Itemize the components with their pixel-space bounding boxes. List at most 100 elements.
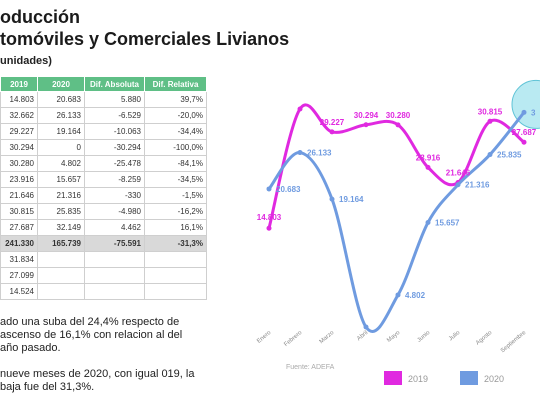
- table-cell: -31,3%: [144, 235, 207, 252]
- table-cell: -34,4%: [144, 123, 207, 140]
- table-cell: -330: [84, 187, 145, 204]
- data-label-2020: 20.683: [276, 185, 301, 194]
- series-line-2020: [267, 110, 526, 333]
- table-cell: 16,1%: [144, 219, 207, 236]
- table-cell: [84, 267, 145, 284]
- table-cell: -34,5%: [144, 171, 207, 188]
- data-label-2019: 30.815: [478, 107, 503, 116]
- table-cell: -100,0%: [144, 139, 207, 156]
- data-point-2020: [455, 182, 461, 188]
- data-label-2019: 14.803: [257, 213, 282, 222]
- data-label-2020: 21.316: [465, 181, 490, 190]
- data-point-2019: [521, 139, 527, 145]
- table-cell: 165.739: [37, 235, 85, 252]
- table-cell: [37, 251, 85, 268]
- table-row: 27.687 32.149 4.462 16,1%: [0, 219, 207, 236]
- data-label-2019: 30.280: [386, 111, 411, 120]
- table-cell: 21.646: [0, 187, 38, 204]
- table-row: 27.099: [0, 267, 207, 284]
- table-row: 14.803 20.683 5.880 39,7%: [0, 91, 207, 108]
- x-tick-label: Enero: [256, 330, 273, 345]
- data-point-2019: [297, 106, 303, 112]
- legend-swatch-2019: [384, 371, 402, 385]
- table-cell: -30.294: [84, 139, 145, 156]
- table-row: 29.227 19.164 -10.063 -34,4%: [0, 123, 207, 140]
- data-point-2020: [329, 196, 335, 202]
- x-tick-label: Marzo: [319, 330, 336, 346]
- table-cell: 25.835: [37, 203, 85, 220]
- source-note: Fuente: ADEFA: [286, 364, 335, 371]
- table-cell: -25.478: [84, 155, 145, 172]
- col-header-2019: 2019: [0, 76, 38, 92]
- x-tick-label: Febrero: [283, 330, 303, 349]
- table-cell: [144, 251, 207, 268]
- data-point-2020: [425, 219, 431, 225]
- table-row: 241.330 165.739 -75.591 -31,3%: [0, 235, 207, 252]
- table-row: 30.294 0 -30.294 -100,0%: [0, 139, 207, 156]
- table-cell: 27.099: [0, 267, 38, 284]
- data-label-2019: 21.646: [446, 169, 471, 178]
- table-cell: 4.802: [37, 155, 85, 172]
- data-label-2020: 25.835: [497, 151, 522, 160]
- col-header-rel-diff: Dif. Relativa: [144, 76, 207, 92]
- data-label-2020: 19.164: [339, 195, 364, 204]
- title-line-1: oducción: [0, 7, 80, 27]
- data-label-2019: 27.687: [512, 128, 537, 137]
- x-tick-label: Mayo: [386, 330, 402, 344]
- data-point-2019: [329, 129, 335, 135]
- table-header-row: 2019 2020 Dif. Absoluta Dif. Relativa: [0, 76, 207, 92]
- table-cell: 14.524: [0, 283, 38, 300]
- data-label-2019: 23.916: [416, 153, 441, 162]
- table-cell: -16,2%: [144, 203, 207, 220]
- table-cell: 20.683: [37, 91, 85, 108]
- table-row: 30.280 4.802 -25.478 -84,1%: [0, 155, 207, 172]
- unit-label: unidades): [0, 55, 52, 67]
- x-tick-label: Abril: [356, 330, 369, 342]
- table-cell: -1,5%: [144, 187, 207, 204]
- note-paragraph-1: ado una suba del 24,4% respecto de ascen…: [0, 316, 183, 354]
- table-row: 21.646 21.316 -330 -1,5%: [0, 187, 207, 204]
- note-paragraph-2: nueve meses de 2020, con igual 019, la b…: [0, 368, 195, 393]
- data-point-2019: [363, 122, 369, 128]
- data-label-2020: 15.657: [435, 218, 460, 227]
- table-row: 31.834: [0, 251, 207, 268]
- data-label-2019: 30.294: [354, 111, 379, 120]
- production-line-chart: 14.803 29.227 30.294 30.280 23.916 21.646 30.8…: [256, 79, 540, 385]
- table-cell: 31.834: [0, 251, 38, 268]
- table-cell: 27.687: [0, 219, 38, 236]
- table-row: 23.916 15.657 -8.259 -34,5%: [0, 171, 207, 188]
- table-cell: 29.227: [0, 123, 38, 140]
- production-table: 2019 2020 Dif. Absoluta Dif. Relativa 14…: [0, 76, 207, 300]
- data-label-2020: 3: [531, 108, 536, 117]
- table-cell: 39,7%: [144, 91, 207, 108]
- table-cell: [144, 283, 207, 300]
- table-cell: 30.815: [0, 203, 38, 220]
- page-title: oducción tomóviles y Comerciales Liviano…: [0, 6, 289, 50]
- table-cell: 14.803: [0, 91, 38, 108]
- table-cell: 30.294: [0, 139, 38, 156]
- data-label-2020: 4.802: [405, 291, 426, 300]
- table-cell: 26.133: [37, 107, 85, 124]
- col-header-abs-diff: Dif. Absoluta: [84, 76, 145, 92]
- data-point-2020: [395, 292, 401, 298]
- data-point-2019: [266, 225, 272, 231]
- table-cell: [37, 267, 85, 284]
- table-cell: -8.259: [84, 171, 145, 188]
- table-cell: -84,1%: [144, 155, 207, 172]
- table-cell: -6.529: [84, 107, 145, 124]
- col-header-2020: 2020: [37, 76, 85, 92]
- table-cell: 5.880: [84, 91, 145, 108]
- legend-swatch-2020: [460, 371, 478, 385]
- table-cell: 19.164: [37, 123, 85, 140]
- table-cell: 32.662: [0, 107, 38, 124]
- legend-label-2020: 2020: [484, 374, 504, 384]
- data-point-2020: [487, 152, 493, 158]
- notes-text: ado una suba del 24,4% respecto de ascen…: [0, 316, 200, 407]
- data-point-2019: [395, 122, 401, 128]
- table-cell: 30.280: [0, 155, 38, 172]
- table-cell: 15.657: [37, 171, 85, 188]
- title-line-2: tomóviles y Comerciales Livianos: [0, 29, 290, 49]
- table-header: 2019 2020 Dif. Absoluta Dif. Relativa: [0, 76, 207, 92]
- data-point-2020: [363, 324, 369, 330]
- table-cell: 32.149: [37, 219, 85, 236]
